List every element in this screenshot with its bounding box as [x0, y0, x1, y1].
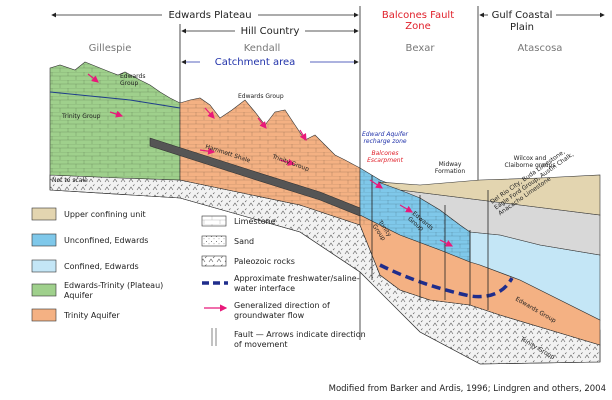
legend-label: Sand: [234, 237, 254, 246]
county-label: Bexar: [406, 43, 436, 54]
catchment-label: Catchment area: [215, 57, 296, 68]
legend-label: Trinity Aquifer: [63, 311, 120, 320]
text-line: Approximate freshwater/saline-: [234, 274, 360, 283]
legend-label: Generalized direction of groundwater flow: [234, 301, 330, 320]
text-line: Escarpment: [367, 157, 404, 164]
text-line: Claiborne groups: [505, 162, 556, 169]
text-line: Aquifer: [64, 291, 93, 300]
section-label: Edwards Group: [238, 93, 284, 100]
faults: [371, 175, 489, 310]
text-line: Balcones: [371, 150, 398, 157]
section-label: Balcones Escarpment: [367, 150, 404, 164]
legend-label: Approximate freshwater/saline-water inte…: [234, 274, 360, 293]
county-label: Atascosa: [518, 43, 563, 54]
text-line: Edwards-Trinity (Plateau): [64, 281, 163, 290]
section-label: Midway Formation: [435, 161, 465, 175]
county-label: Gillespie: [89, 43, 132, 54]
strata: [49, 61, 601, 365]
region-label: Balcones Fault Zone: [382, 10, 454, 32]
text-line: Midway: [439, 161, 462, 168]
legend-label: Confined, Edwards: [64, 262, 139, 271]
text-line: of movement: [234, 340, 288, 349]
section-label: Not to scale: [52, 177, 88, 184]
text-line: Edwards: [120, 73, 145, 80]
legend-label: Upper confining unit: [64, 210, 146, 219]
credit: Modified from Barker and Ardis, 1996; Li…: [329, 384, 606, 394]
region-label: Hill Country: [241, 26, 300, 37]
text-line: Zone: [405, 21, 430, 32]
text-line: Formation: [435, 168, 465, 175]
county-label: Kendall: [244, 43, 281, 54]
region-label: Gulf Coastal Plain: [492, 10, 553, 33]
legend-label: Unconfined, Edwards: [64, 236, 148, 245]
legend-swatches: [31, 207, 228, 346]
legend-label: Edwards-Trinity (Plateau) Aquifer: [64, 281, 163, 300]
text-line: Group: [120, 80, 138, 87]
text-line: Generalized direction of: [234, 301, 330, 310]
legend-label: Limestone: [234, 217, 276, 226]
text-line: water interface: [234, 284, 295, 293]
legend-label: Fault — Arrows indicate direction of move…: [234, 330, 366, 349]
text-line: recharge zone: [363, 138, 406, 145]
section-label: Trinity Group: [61, 113, 101, 120]
flow-arrows: [87, 73, 454, 247]
region-label: Edwards Plateau: [168, 10, 251, 21]
text-line: Balcones Fault: [382, 10, 454, 21]
text-line: Wilcox and: [514, 155, 547, 162]
text-line: Fault — Arrows indicate direction: [234, 330, 366, 339]
text-line: Edward Aquifer: [362, 131, 409, 138]
text-line: groundwater flow: [234, 311, 305, 320]
text-line: Gulf Coastal: [492, 10, 553, 21]
interface-line: [379, 263, 514, 299]
text-line: Plain: [510, 22, 534, 33]
section-label: Edward Aquifer recharge zone: [362, 131, 409, 145]
section-label: Wilcox and Claiborne groups: [505, 155, 556, 169]
legend-label: Paleozoic rocks: [234, 257, 295, 266]
